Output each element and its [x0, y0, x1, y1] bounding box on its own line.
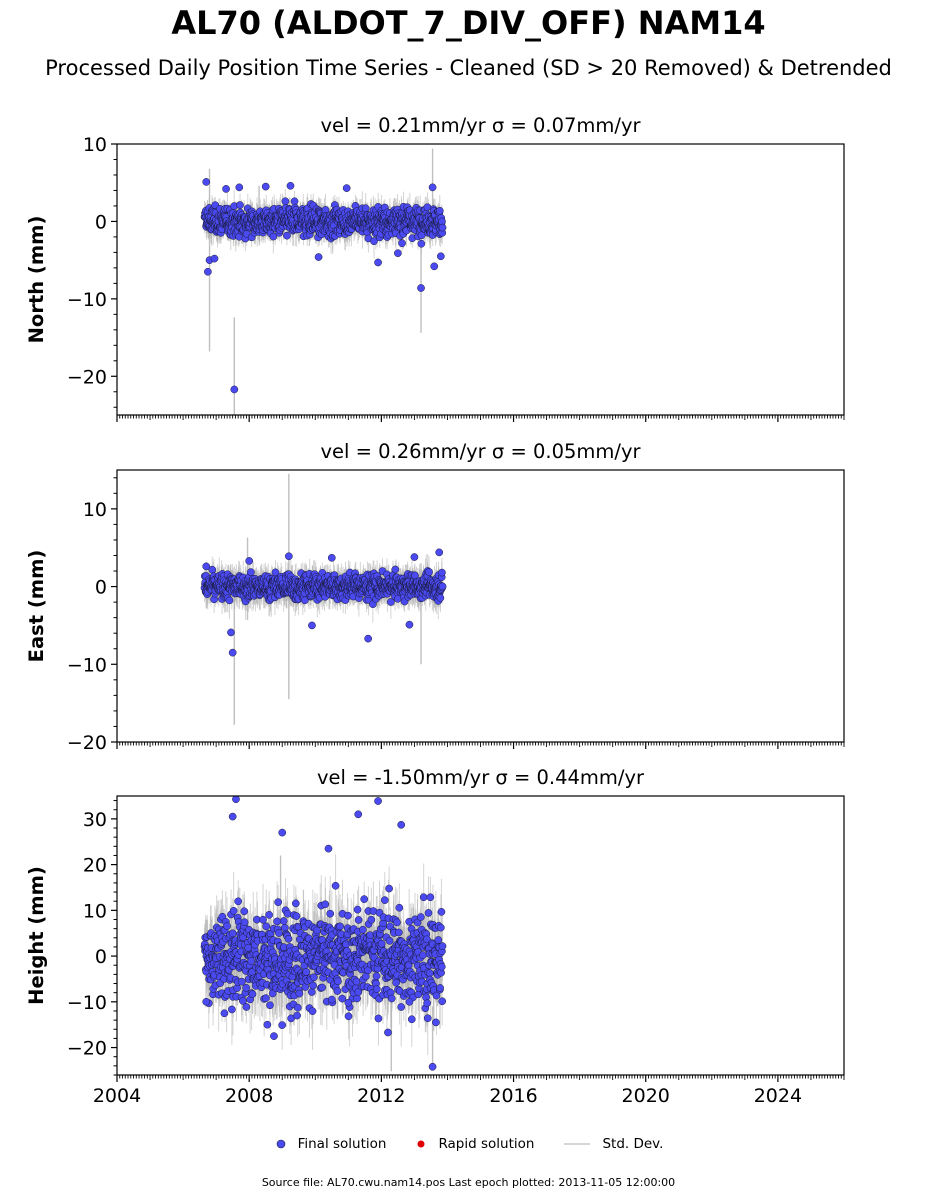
data-point — [435, 548, 444, 557]
data-point — [405, 620, 414, 629]
data-point — [202, 178, 211, 186]
data-point — [301, 596, 309, 605]
data-point — [222, 185, 230, 193]
y-axis-label: East (mm) — [25, 550, 48, 663]
data-point — [230, 385, 239, 394]
chart-subtitle: Processed Daily Position Time Series - C… — [45, 56, 892, 80]
data-point — [370, 237, 378, 246]
data-point — [436, 594, 445, 602]
data-point — [438, 223, 447, 232]
data-point — [430, 262, 439, 271]
data-point — [425, 568, 433, 576]
data-point — [210, 254, 219, 263]
data-point — [284, 552, 293, 561]
data-point — [245, 557, 254, 565]
data-point — [283, 231, 291, 240]
data-point — [308, 621, 316, 630]
data-point — [438, 568, 446, 577]
data-point — [202, 562, 211, 571]
data-point — [225, 596, 234, 605]
data-point — [398, 239, 406, 248]
panel-2: −20 −10 0 10 vel = 0.26mm/yr σ = 0.05mm/yr Ea… — [25, 440, 845, 754]
panel-title: vel = 0.21mm/yr σ = 0.07mm/yr — [320, 114, 641, 137]
data-point — [290, 197, 299, 206]
data-point — [327, 553, 336, 562]
chart-title: AL70 (ALDOT_7_DIV_OFF) NAM14 — [171, 4, 766, 42]
data-point — [281, 197, 290, 206]
y-tick-label: 0 — [95, 577, 107, 599]
y-tick-label: 10 — [83, 134, 107, 156]
y-tick-label: −10 — [67, 289, 107, 311]
series-final-solution — [200, 473, 447, 725]
y-tick-label: −20 — [67, 366, 107, 388]
data-point — [342, 184, 351, 192]
y-axis-label: North (mm) — [25, 216, 48, 344]
panel-title: vel = 0.26mm/yr σ = 0.05mm/yr — [320, 440, 641, 463]
data-point — [391, 565, 400, 574]
y-tick-label: −10 — [67, 654, 107, 676]
data-point — [227, 628, 235, 637]
series-final-solution — [200, 148, 447, 415]
data-point — [261, 182, 270, 191]
y-tick-label: −20 — [67, 732, 107, 754]
y-tick-label: 0 — [95, 211, 107, 233]
data-point — [417, 284, 425, 292]
data-point — [436, 252, 445, 261]
data-point — [269, 232, 278, 241]
data-point — [428, 183, 437, 192]
data-point — [236, 201, 244, 209]
panel-1: −20 −10 0 10 vel = 0.21mm/yr σ = 0.07mm/yr No… — [25, 114, 845, 422]
data-point — [438, 582, 447, 591]
data-point — [204, 267, 212, 276]
data-point — [228, 648, 237, 657]
y-tick-label: 10 — [83, 499, 107, 521]
data-point — [387, 598, 395, 606]
data-point — [364, 634, 372, 643]
axes-frame — [116, 143, 845, 416]
axes-frame — [116, 469, 845, 743]
data-point — [417, 239, 426, 248]
data-point — [286, 181, 295, 190]
data-point — [410, 553, 419, 561]
data-point — [247, 568, 255, 576]
data-point — [235, 183, 244, 192]
data-point — [361, 204, 370, 213]
series-final-solution — [200, 796, 447, 1072]
data-point — [314, 253, 323, 261]
data-point — [374, 258, 382, 267]
data-point — [394, 249, 402, 258]
data-point — [435, 206, 444, 215]
